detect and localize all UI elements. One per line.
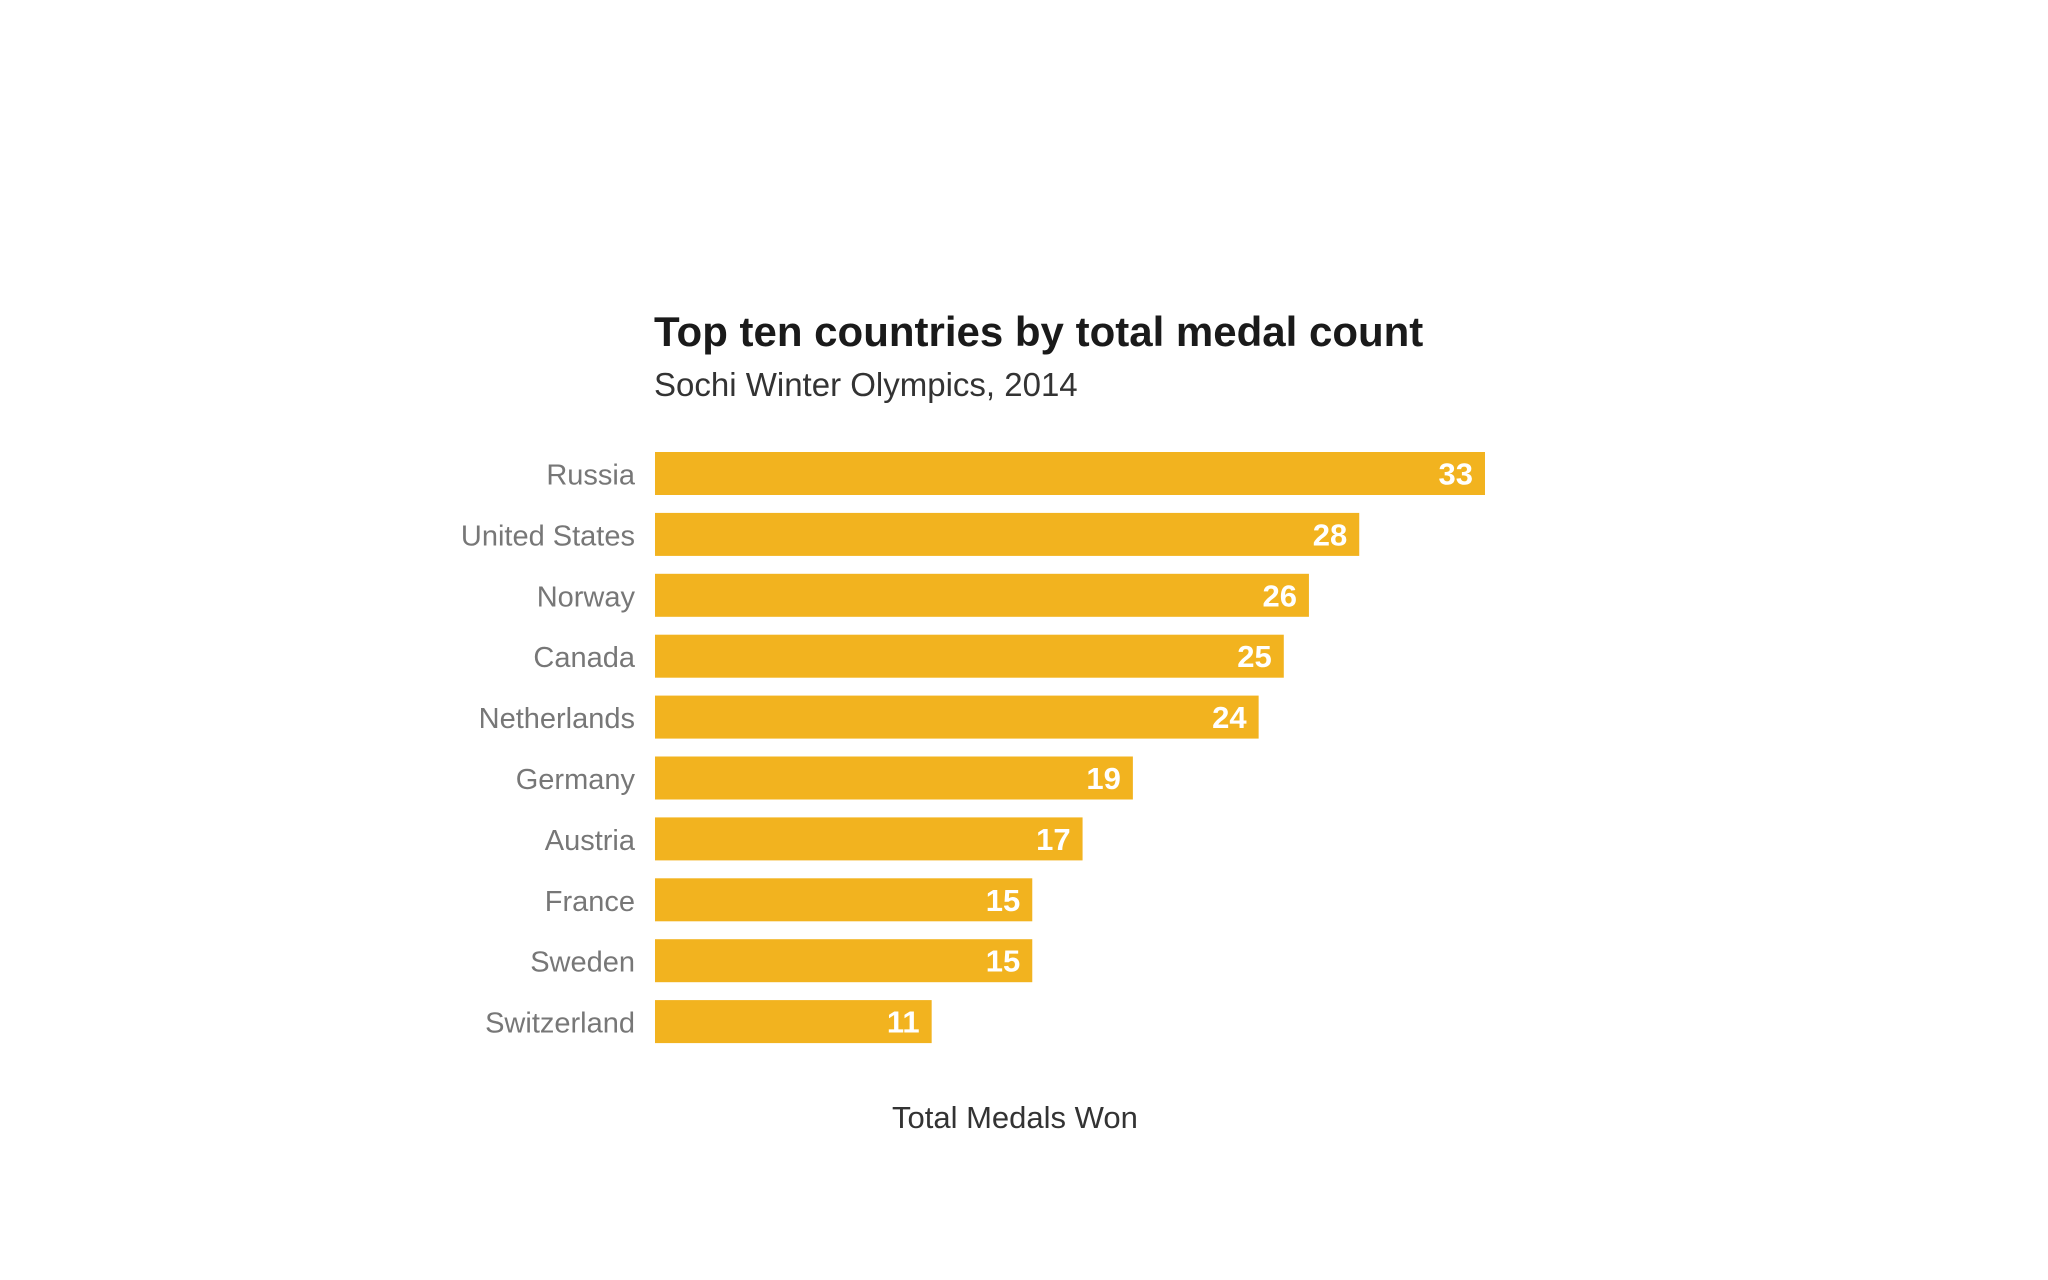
value-label: 24 <box>1212 700 1247 735</box>
category-label: Russia <box>546 460 636 492</box>
category-label: Austria <box>545 825 636 857</box>
value-label: 33 <box>1439 457 1473 492</box>
category-label: Germany <box>516 764 636 796</box>
bar-germany <box>655 756 1133 800</box>
chart-subtitle: Sochi Winter Olympics, 2014 <box>654 366 1078 403</box>
x-axis-label: Total Medals Won <box>892 1100 1138 1135</box>
bar-sweden <box>655 939 1033 983</box>
value-label: 15 <box>986 883 1020 918</box>
value-label: 26 <box>1262 578 1296 613</box>
chart-title: Top ten countries by total medal count <box>654 308 1424 355</box>
category-label: Sweden <box>530 947 635 979</box>
value-label: 25 <box>1237 639 1271 674</box>
category-label: Netherlands <box>479 703 635 735</box>
category-label: Norway <box>537 581 636 613</box>
bar-russia <box>655 452 1485 495</box>
bar-norway <box>655 573 1309 617</box>
bar-netherlands <box>655 695 1259 739</box>
bar-canada <box>655 634 1284 678</box>
value-label: 19 <box>1086 761 1120 796</box>
category-label: France <box>545 886 635 918</box>
category-label: United States <box>461 520 635 552</box>
value-label: 11 <box>887 1005 920 1040</box>
bar-france <box>655 878 1033 922</box>
bar-united-states <box>655 512 1360 556</box>
category-label: Canada <box>533 642 635 674</box>
value-label: 17 <box>1036 822 1070 857</box>
bar-austria <box>655 817 1083 861</box>
value-label: 15 <box>986 944 1020 979</box>
bar-switzerland <box>655 1000 932 1044</box>
category-label: Switzerland <box>485 1008 635 1040</box>
value-label: 28 <box>1313 517 1347 552</box>
